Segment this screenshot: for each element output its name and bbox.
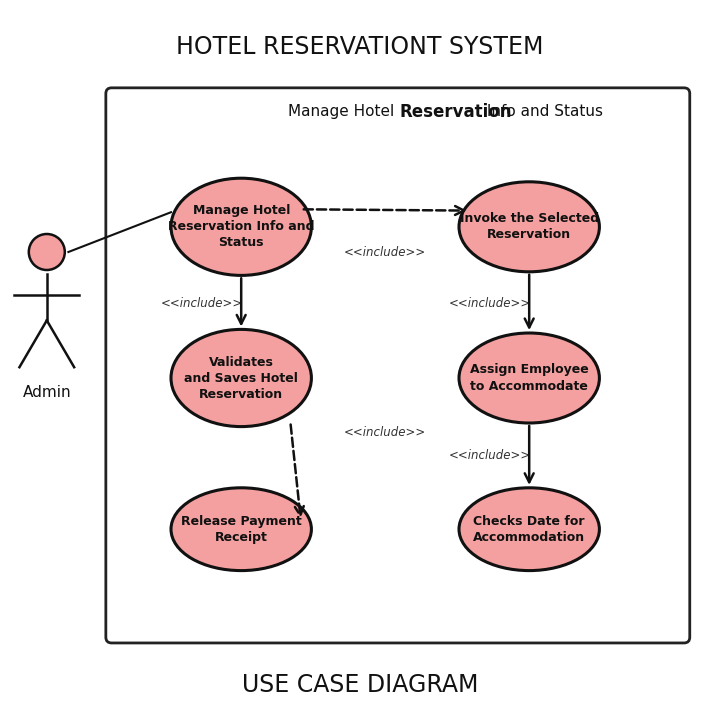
Text: Admin: Admin	[22, 385, 71, 400]
Ellipse shape	[459, 488, 600, 570]
Text: <<include>>: <<include>>	[161, 297, 243, 310]
Text: Release Payment
Receipt: Release Payment Receipt	[181, 515, 302, 544]
Text: Reservation: Reservation	[400, 102, 512, 120]
Text: Manage Hotel
Reservation Info and
Status: Manage Hotel Reservation Info and Status	[168, 204, 315, 249]
Text: Manage Hotel: Manage Hotel	[289, 104, 400, 119]
Text: <<include>>: <<include>>	[344, 246, 426, 258]
Ellipse shape	[171, 178, 312, 275]
Text: HOTEL RESERVATIONT SYSTEM: HOTEL RESERVATIONT SYSTEM	[176, 35, 544, 59]
Text: Checks Date for
Accommodation: Checks Date for Accommodation	[473, 515, 585, 544]
Text: Info and Status: Info and Status	[482, 104, 603, 119]
Circle shape	[29, 234, 65, 270]
Ellipse shape	[459, 333, 600, 423]
Text: Assign Employee
to Accommodate: Assign Employee to Accommodate	[470, 364, 588, 392]
Text: <<include>>: <<include>>	[449, 297, 531, 310]
Text: <<include>>: <<include>>	[344, 426, 426, 438]
FancyBboxPatch shape	[106, 88, 690, 643]
Text: Validates
and Saves Hotel
Reservation: Validates and Saves Hotel Reservation	[184, 356, 298, 400]
Ellipse shape	[171, 329, 312, 426]
Ellipse shape	[171, 488, 312, 570]
Text: USE CASE DIAGRAM: USE CASE DIAGRAM	[242, 673, 478, 698]
Ellipse shape	[459, 181, 600, 271]
Text: <<include>>: <<include>>	[449, 449, 531, 462]
Text: Invoke the Selected
Reservation: Invoke the Selected Reservation	[459, 212, 599, 241]
